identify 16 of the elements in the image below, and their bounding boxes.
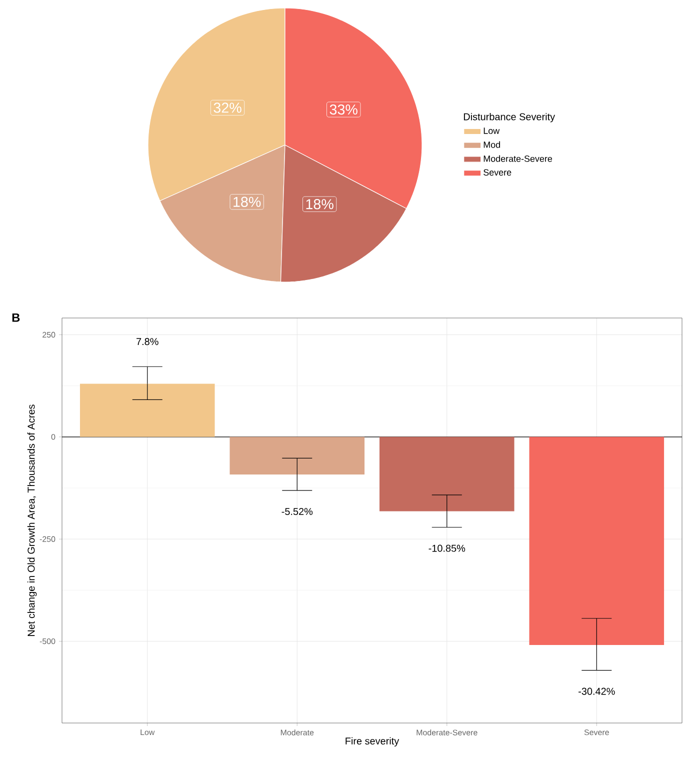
- data-label: 18%: [234, 196, 261, 207]
- annotation: -30.42%: [578, 688, 615, 695]
- data-label: 32%: [214, 102, 242, 113]
- data-label: 33%: [330, 104, 358, 115]
- legend-label: Mod: [484, 141, 500, 148]
- annotation: -5.52%: [282, 508, 313, 516]
- annotation: -10.85%: [428, 544, 466, 552]
- y-axis-title: Net change in Old Growth Area, Thousands of Acres: [27, 404, 37, 636]
- chart-title: B: [12, 314, 20, 322]
- annotation: 7.8%: [136, 338, 158, 346]
- legend-label: Moderate-Severe: [484, 155, 552, 162]
- legend-title: Disturbance Severity: [464, 112, 556, 122]
- data-label: 18%: [306, 199, 334, 210]
- x-axis-title: Fire severity: [346, 737, 400, 746]
- legend-label: Severe: [484, 169, 512, 176]
- legend-label: Low: [484, 128, 500, 134]
